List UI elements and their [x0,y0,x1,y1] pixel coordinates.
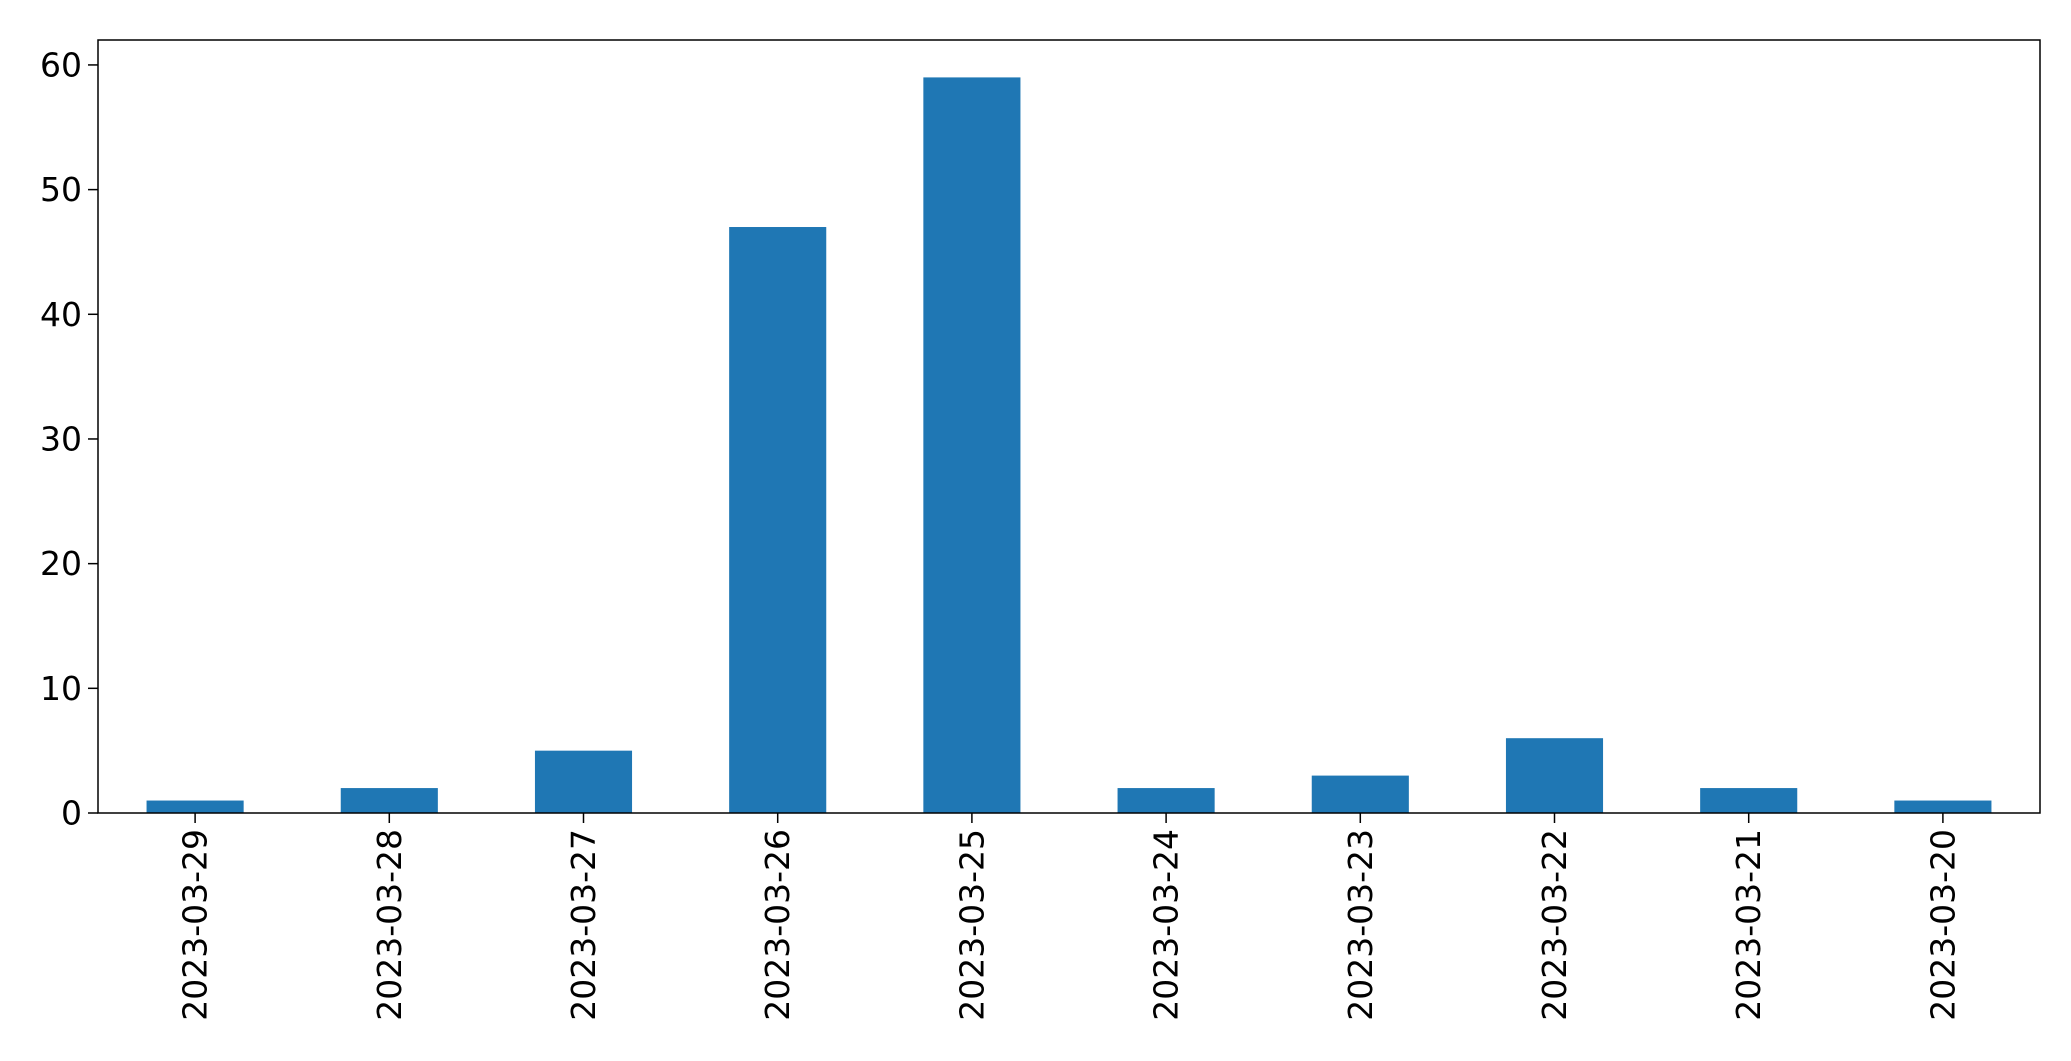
bars-group [146,77,1992,814]
y-tick-label: 40 [40,295,82,334]
bar-2023-03-27 [534,750,633,813]
y-tick-label: 20 [40,544,82,583]
bar-2023-03-26 [729,227,827,814]
x-tick-label: 2023-03-25 [952,829,991,1021]
bar-2023-03-20 [1894,800,1992,813]
bar-2023-03-29 [146,800,244,813]
bar-2023-03-25 [923,77,1021,814]
x-axis: 2023-03-29 2023-03-28 2023-03-27 2023-03-26… [176,813,1962,1021]
x-tick-label: 2023-03-29 [176,829,215,1021]
y-axis: 0 10 20 30 40 50 60 [40,45,98,833]
bar-2023-03-23 [1311,775,1409,813]
bar-2023-03-21 [1700,788,1798,813]
x-tick-label: 2023-03-23 [1341,829,1380,1021]
bar-2023-03-24 [1117,788,1215,813]
x-tick-label: 2023-03-24 [1147,829,1186,1021]
x-tick-label: 2023-03-28 [370,829,409,1021]
y-tick-label: 60 [40,45,82,84]
x-tick-label: 2023-03-22 [1535,829,1574,1021]
y-tick-label: 10 [40,669,82,708]
y-tick-label: 50 [40,170,82,209]
x-tick-label: 2023-03-20 [1923,829,1962,1021]
x-tick-label: 2023-03-27 [564,829,603,1021]
y-tick-label: 30 [40,419,82,458]
bar-2023-03-22 [1505,738,1604,813]
x-tick-label: 2023-03-21 [1729,829,1768,1021]
x-tick-label: 2023-03-26 [758,829,797,1021]
y-tick-label: 0 [61,794,82,833]
plot-frame [97,39,2041,814]
bar-2023-03-28 [340,788,438,813]
